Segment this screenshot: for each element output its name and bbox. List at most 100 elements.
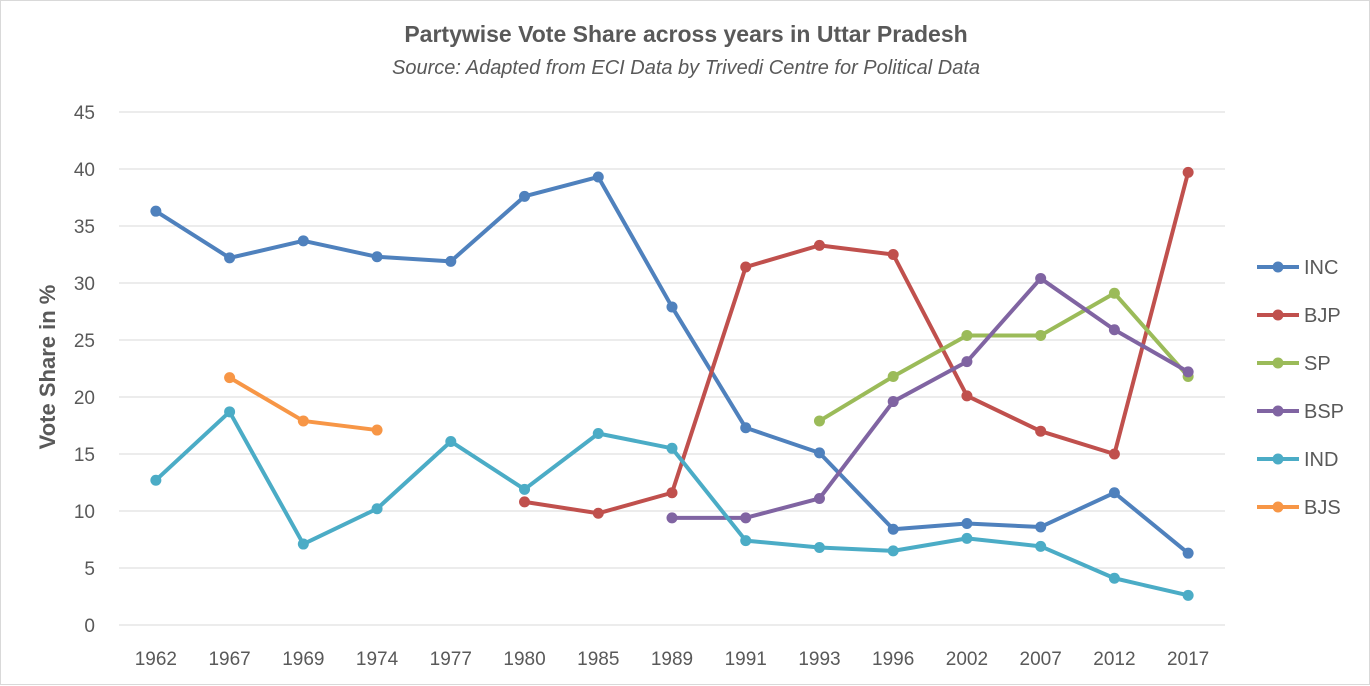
data-point-inc	[150, 205, 162, 217]
data-point-ind	[297, 538, 309, 550]
data-point-inc	[445, 255, 457, 267]
y-tick-label: 20	[74, 388, 95, 409]
data-point-ind	[1182, 589, 1194, 601]
data-point-inc	[1035, 521, 1047, 533]
data-point-bsp	[1035, 272, 1047, 284]
x-tick-label: 1989	[651, 649, 693, 670]
data-point-inc	[887, 523, 899, 535]
data-point-inc	[1182, 547, 1194, 559]
data-point-bjp	[887, 249, 899, 260]
data-point-inc	[1108, 487, 1120, 499]
data-point-ind	[519, 483, 531, 495]
data-point-inc	[297, 235, 309, 247]
x-tick-label: 2007	[1020, 649, 1062, 670]
legend-marker-sp	[1272, 357, 1284, 369]
data-point-bjs	[224, 372, 236, 384]
legend-label-bjp: BJP	[1304, 305, 1341, 327]
data-point-sp	[1035, 329, 1047, 341]
legend-label-bsp: BSP	[1304, 401, 1344, 423]
data-point-ind	[740, 535, 752, 547]
data-point-inc	[371, 251, 383, 263]
y-tick-label: 5	[84, 559, 95, 580]
y-tick-label: 10	[74, 502, 95, 523]
data-point-sp	[887, 370, 899, 382]
series-bsp	[666, 272, 1194, 524]
data-point-bjp	[961, 390, 973, 402]
y-tick-label: 30	[74, 274, 95, 295]
legend: INC BJP SP BSP IND BJS	[1257, 257, 1344, 519]
chart-subtitle: Source: Adapted from ECI Data by Trivedi…	[391, 57, 981, 79]
legend-label-bjs: BJS	[1304, 497, 1341, 519]
legend-label-inc: INC	[1304, 257, 1338, 279]
data-point-ind	[1035, 540, 1047, 552]
data-point-inc	[224, 252, 236, 264]
data-point-sp	[1108, 287, 1120, 299]
data-point-bjp	[813, 239, 825, 251]
legend-label-sp: SP	[1304, 353, 1331, 375]
y-tick-label: 40	[74, 160, 95, 181]
data-point-bjs	[371, 424, 383, 436]
x-tick-label: 2012	[1093, 649, 1135, 670]
legend-item-inc: INC	[1257, 257, 1338, 279]
legend-item-bjs: BJS	[1257, 497, 1341, 519]
data-point-ind	[371, 503, 383, 515]
data-point-ind	[961, 532, 973, 544]
data-point-ind	[1108, 572, 1120, 584]
data-point-bjp	[519, 496, 531, 508]
series-line-bjp	[522, 170, 1191, 516]
legend-marker-bjp	[1272, 309, 1284, 321]
x-tick-label: 1991	[725, 649, 767, 670]
chart-title: Partywise Vote Share across years in Utt…	[404, 21, 968, 47]
data-point-ind	[666, 442, 678, 454]
series-bjs	[224, 372, 383, 436]
legend-item-bsp: BSP	[1257, 401, 1344, 423]
y-tick-label: 35	[74, 217, 95, 238]
data-point-sp	[961, 329, 973, 341]
legend-marker-bsp	[1272, 405, 1284, 417]
data-point-bjp	[666, 487, 678, 499]
data-point-bjs	[297, 415, 309, 427]
y-tick-label: 25	[74, 331, 95, 352]
x-tick-label: 1969	[282, 649, 324, 670]
data-point-bsp	[666, 512, 678, 524]
x-tick-label: 2017	[1167, 649, 1209, 670]
series-inc	[150, 171, 1194, 559]
series-sp	[813, 287, 1194, 427]
series-bjp	[519, 166, 1194, 519]
series-line-sp	[817, 291, 1191, 423]
data-point-ind	[224, 406, 236, 418]
legend-item-ind: IND	[1257, 449, 1338, 471]
x-axis-ticks: 1962 1967 1969 1974 1977 1980 1985 1989 1991 1993…	[135, 649, 1210, 670]
data-point-bsp	[961, 356, 973, 368]
data-point-ind	[813, 541, 825, 553]
legend-item-bjp: BJP	[1257, 305, 1341, 327]
data-point-bsp	[740, 512, 752, 524]
data-point-bsp	[813, 492, 825, 504]
series-ind	[150, 406, 1194, 601]
data-point-bjp	[1035, 425, 1047, 437]
data-point-bjp	[592, 507, 604, 519]
data-point-inc	[666, 301, 678, 313]
y-axis-label: Vote Share in %	[35, 285, 60, 450]
data-point-ind	[887, 545, 899, 557]
y-axis-ticks: 0 5 10 15 20 25 30 35 40 45	[74, 103, 95, 637]
y-tick-label: 45	[74, 103, 95, 124]
data-point-inc	[961, 518, 973, 530]
x-tick-label: 2002	[946, 649, 988, 670]
legend-marker-bjs	[1272, 501, 1284, 513]
data-point-bsp	[1182, 366, 1194, 378]
data-point-inc	[740, 422, 752, 434]
data-point-sp	[813, 415, 825, 427]
data-point-inc	[519, 190, 531, 202]
data-point-bjp	[1108, 448, 1120, 460]
x-tick-label: 1967	[208, 649, 250, 670]
x-tick-label: 1977	[430, 649, 472, 670]
data-point-inc	[813, 447, 825, 459]
gridlines	[119, 111, 1225, 626]
x-tick-label: 1962	[135, 649, 177, 670]
y-tick-label: 15	[74, 445, 95, 466]
y-tick-label: 0	[84, 616, 95, 637]
x-tick-label: 1993	[798, 649, 840, 670]
